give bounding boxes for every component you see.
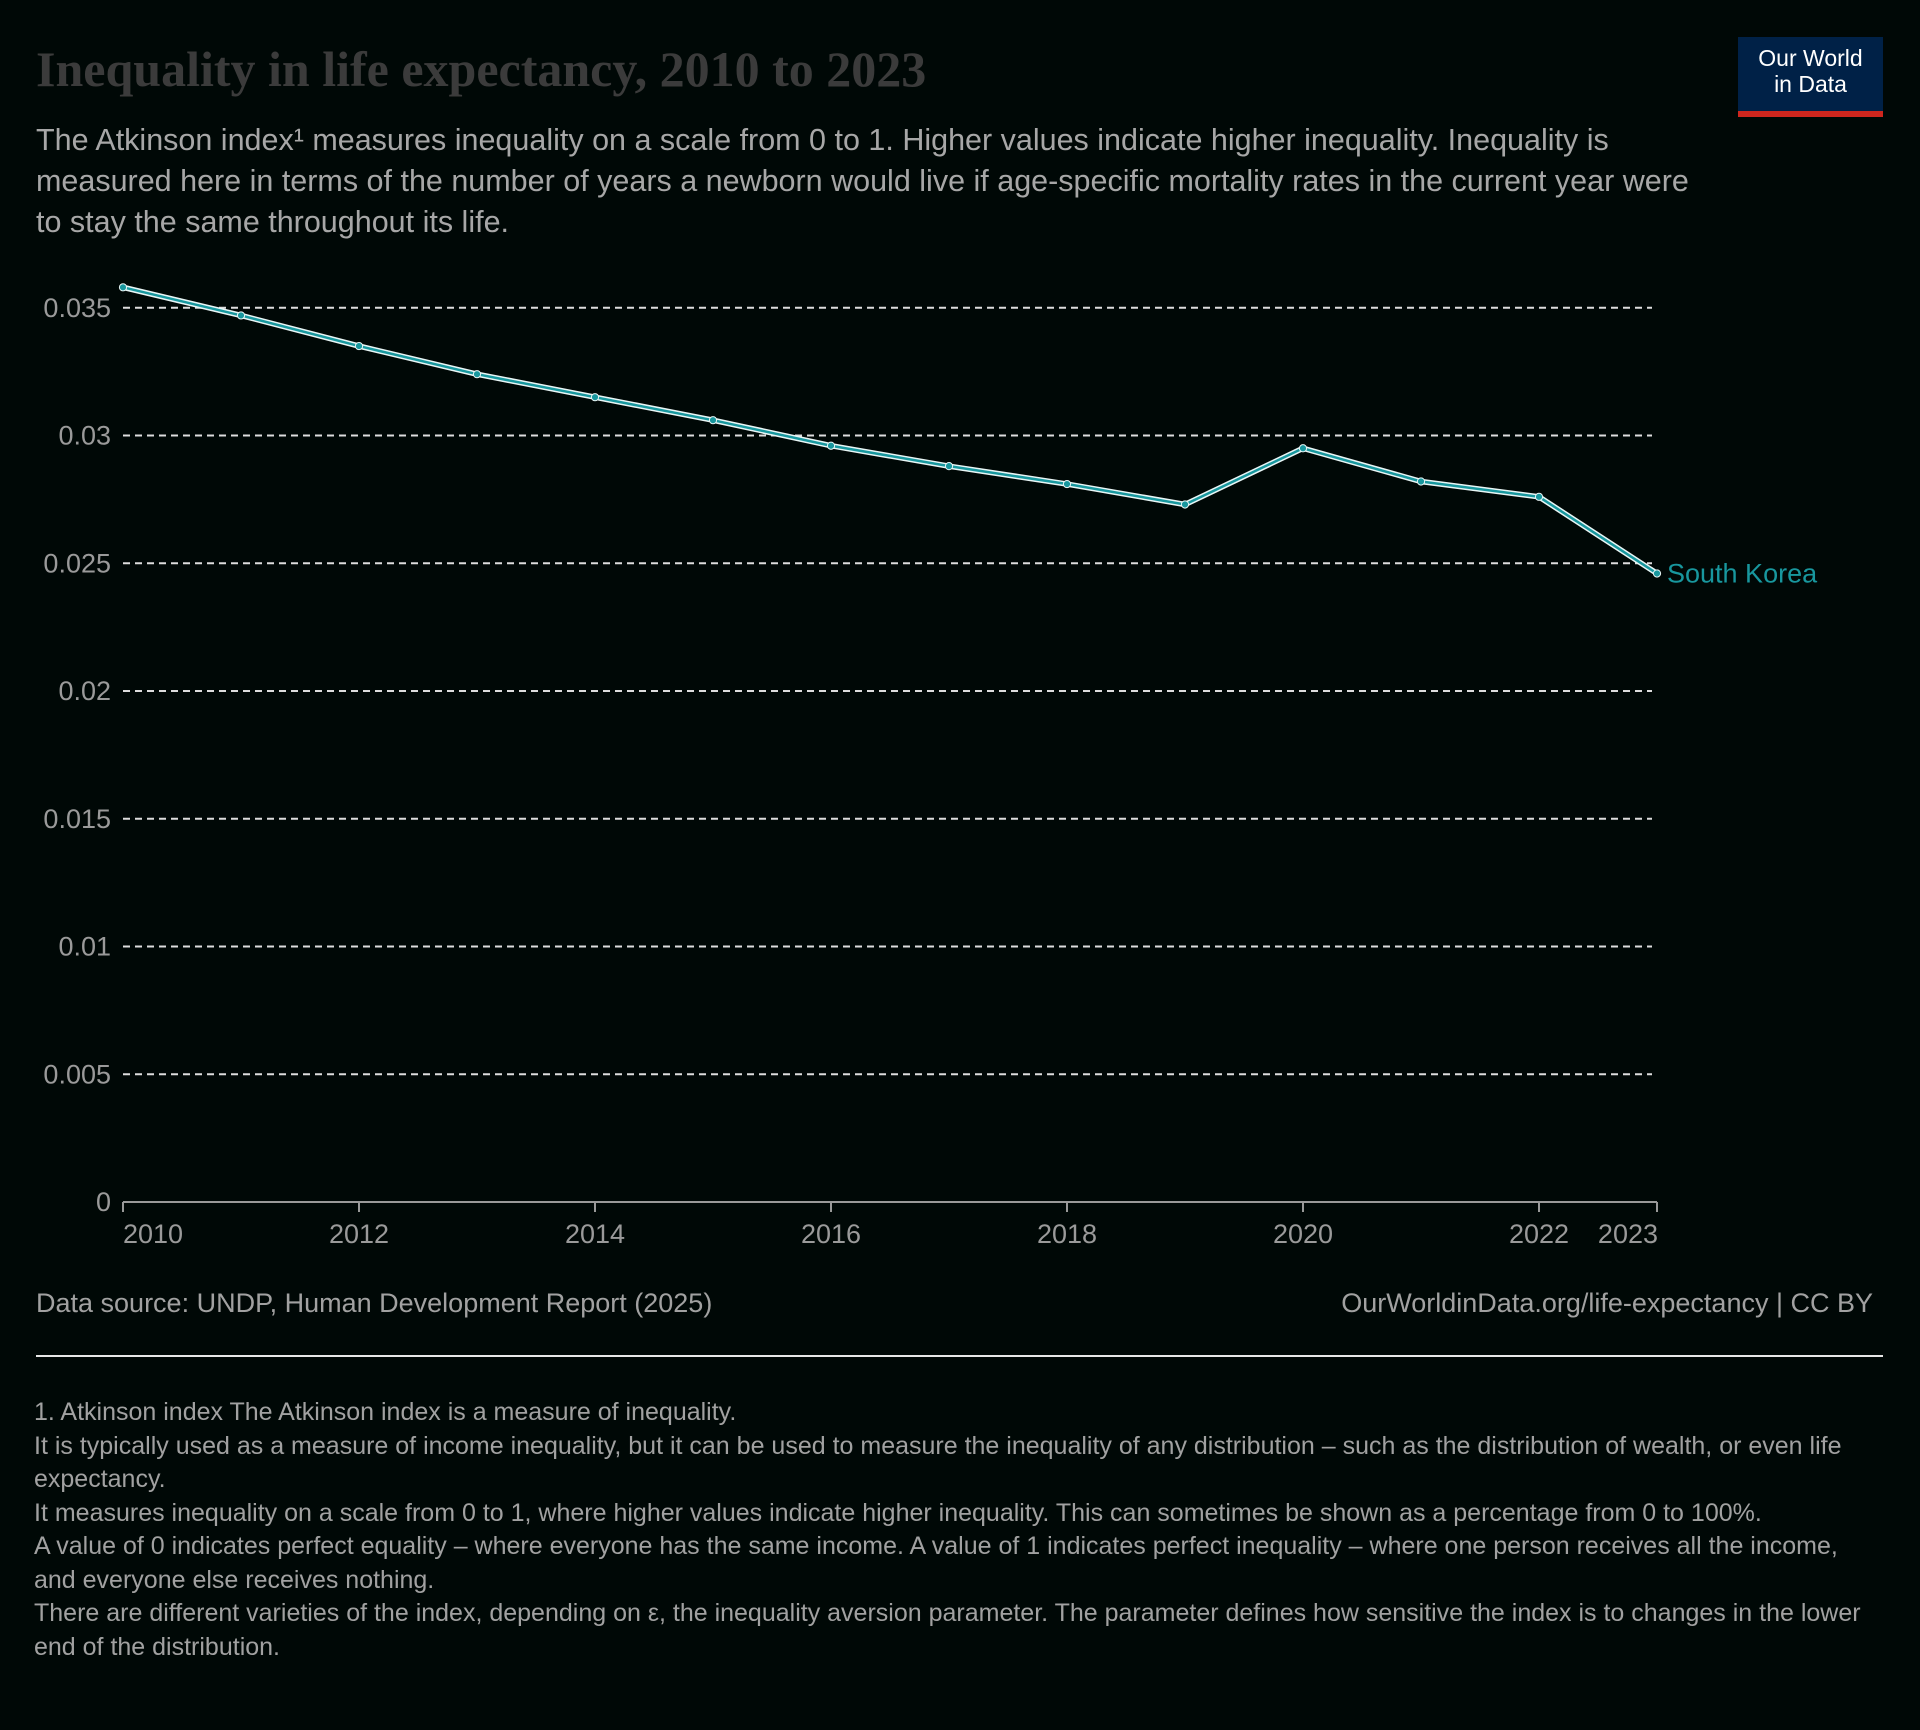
axis-layer: 0 0.005 0.01 0.015 0.02 0.025 0.03 0.035 2010 201…	[43, 293, 1658, 1249]
footer-divider	[36, 1355, 1883, 1357]
grid-layer	[123, 306, 1652, 1076]
credit-link[interactable]: OurWorldinData.org/life-expectancy | CC …	[1341, 1288, 1873, 1318]
series-line[interactable]	[121, 286, 1659, 575]
x-tick-label: 2012	[329, 1219, 389, 1249]
chart-title: Inequality in life expectancy, 2010 to 2…	[36, 41, 927, 97]
x-tick-label: 2020	[1273, 1219, 1333, 1249]
x-tick-label: 2010	[123, 1219, 183, 1249]
footnote-line: It measures inequality on a scale from 0…	[34, 1498, 1762, 1527]
y-tick-label: 0.01	[58, 932, 111, 962]
series-label[interactable]: South Korea	[1667, 558, 1818, 588]
data-point[interactable]	[1298, 444, 1308, 453]
data-point[interactable]	[354, 341, 364, 351]
data-point[interactable]	[118, 283, 128, 292]
x-tick-label: 2014	[565, 1219, 625, 1249]
series-layer: South Korea	[118, 283, 1818, 588]
footnote-line: There are different varieties of the ind…	[34, 1599, 1861, 1661]
logo-line-1: Our World	[1758, 45, 1863, 71]
series-line-halo	[120, 284, 1660, 577]
x-tick-label: 2022	[1509, 1219, 1569, 1249]
data-point[interactable]	[1416, 477, 1426, 486]
y-tick-label: 0.02	[58, 676, 111, 706]
data-point[interactable]	[944, 462, 954, 471]
y-tick-label: 0.03	[58, 421, 111, 451]
x-tick-label: 2023	[1598, 1219, 1658, 1249]
footnote: 1. Atkinson index The Atkinson index is …	[34, 1396, 1886, 1664]
footnote-line: A value of 0 indicates perfect equality …	[34, 1532, 1838, 1594]
chart-subtitle: The Atkinson index¹ measures inequality …	[36, 123, 1689, 239]
data-point[interactable]	[236, 311, 246, 320]
y-tick-label: 0.015	[43, 804, 111, 834]
data-point[interactable]	[826, 441, 836, 450]
data-point[interactable]	[1534, 492, 1544, 501]
data-point[interactable]	[708, 416, 718, 425]
footnote-line: 1. Atkinson index The Atkinson index is …	[34, 1398, 737, 1426]
logo-line-2: in Data	[1774, 71, 1847, 97]
data-point[interactable]	[590, 393, 600, 402]
x-tick-label: 2016	[801, 1219, 861, 1249]
data-source: Data source: UNDP, Human Development Rep…	[36, 1288, 713, 1318]
y-tick-label: 0.005	[43, 1059, 111, 1089]
y-tick-label: 0	[96, 1187, 111, 1217]
data-point[interactable]	[1062, 479, 1072, 489]
data-point[interactable]	[1652, 569, 1662, 578]
y-tick-label: 0.035	[43, 293, 111, 323]
owid-logo[interactable]: Our World in Data	[1738, 37, 1883, 117]
data-point[interactable]	[1180, 500, 1190, 509]
data-point[interactable]	[472, 370, 482, 379]
y-tick-label: 0.025	[43, 548, 111, 578]
line-chart: 0 0.005 0.01 0.015 0.02 0.025 0.03 0.035 2010 201…	[43, 283, 1818, 1249]
x-tick-label: 2018	[1037, 1219, 1097, 1249]
footnote-line: It is typically used as a measure of inc…	[34, 1431, 1842, 1494]
